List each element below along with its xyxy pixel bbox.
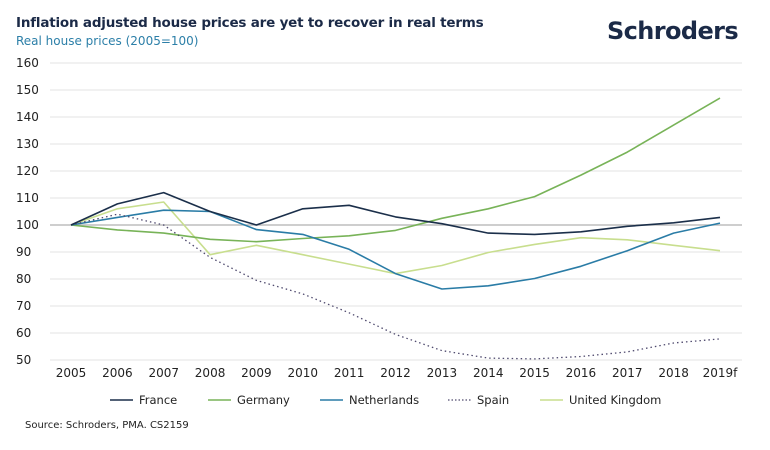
x-tick-label: 2018 (658, 366, 689, 380)
chart-title: Inflation adjusted house prices are yet … (16, 15, 484, 31)
x-tick-label: 2006 (102, 366, 133, 380)
legend-item-united-kingdom: United Kingdom (540, 393, 661, 407)
legend-label: Germany (237, 393, 290, 407)
gridlines (50, 62, 742, 361)
x-tick-label: 2009 (241, 366, 272, 380)
y-tick-label: 70 (16, 299, 31, 313)
series-line-netherlands (70, 209, 721, 290)
y-axis-ticks: 50 60 70 80 90 100 110 120 130 140 150 160 (16, 56, 39, 367)
legend-item-netherlands: Netherlands (320, 393, 419, 407)
x-tick-label: 2007 (148, 366, 179, 380)
y-tick-label: 160 (16, 56, 39, 70)
y-tick-label: 100 (16, 218, 39, 232)
x-tick-label: 2014 (473, 366, 504, 380)
y-tick-label: 80 (16, 272, 31, 286)
x-tick-label: 2005 (56, 366, 87, 380)
y-tick-label: 130 (16, 137, 39, 151)
y-tick-label: 120 (16, 164, 39, 178)
series-line-united-kingdom (70, 201, 721, 275)
y-tick-label: 60 (16, 326, 31, 340)
x-tick-label: 2011 (334, 366, 365, 380)
series-line-germany (70, 97, 721, 243)
legend-label: United Kingdom (569, 393, 661, 407)
x-tick-label: 2012 (380, 366, 411, 380)
x-tick-label: 2019f (703, 366, 739, 380)
y-tick-label: 90 (16, 245, 31, 259)
series-lines (70, 97, 721, 360)
series-line-france (70, 191, 721, 236)
legend-label: Netherlands (349, 393, 419, 407)
legend-item-spain: Spain (448, 393, 509, 407)
legend-item-france: France (110, 393, 177, 407)
x-tick-label: 2013 (427, 366, 458, 380)
legend-label: Spain (477, 393, 509, 407)
x-tick-label: 2017 (612, 366, 643, 380)
schroders-logo: Schroders (607, 17, 739, 45)
y-tick-label: 50 (16, 353, 31, 367)
legend-item-germany: Germany (208, 393, 290, 407)
legend: France Germany Netherlands Spain United King… (110, 393, 661, 407)
y-tick-label: 140 (16, 110, 39, 124)
x-tick-label: 2008 (195, 366, 226, 380)
x-tick-label: 2016 (566, 366, 597, 380)
source-note: Source: Schroders, PMA. CS2159 (25, 420, 189, 431)
legend-label: France (139, 393, 177, 407)
x-tick-label: 2010 (288, 366, 319, 380)
y-tick-label: 110 (16, 191, 39, 205)
series-line-spain (70, 213, 721, 360)
x-axis-ticks: 2005 2006 2007 2008 2009 2010 2011 2012 2013 2014… (56, 366, 738, 380)
chart-subtitle: Real house prices (2005=100) (16, 34, 199, 48)
y-tick-label: 150 (16, 83, 39, 97)
x-tick-label: 2015 (519, 366, 550, 380)
